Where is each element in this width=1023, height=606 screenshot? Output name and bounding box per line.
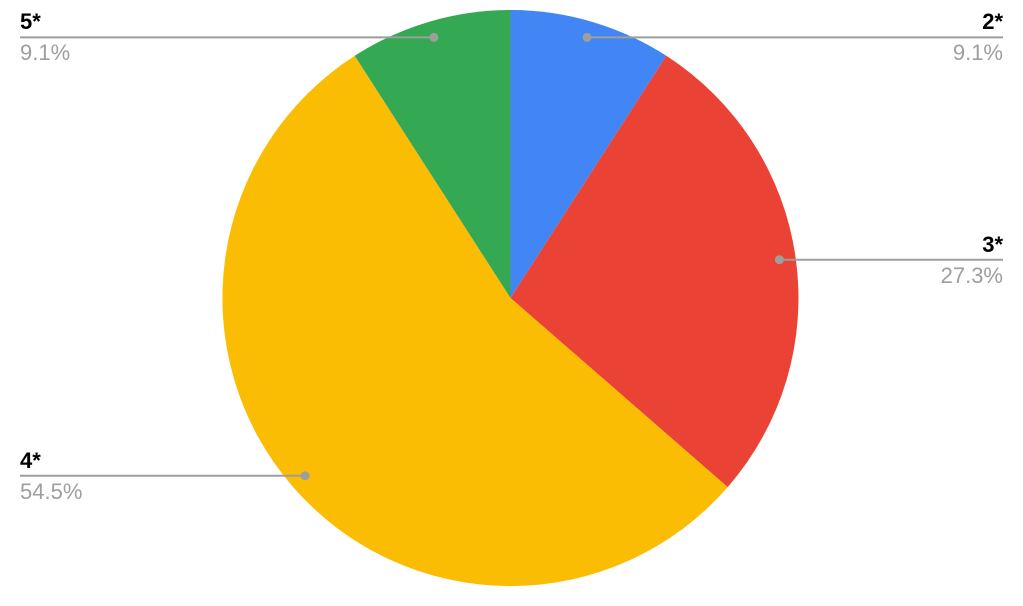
slice-category-label: 3*	[982, 231, 1003, 257]
leader-dot	[774, 255, 784, 265]
slice-category-label: 5*	[20, 9, 41, 35]
pie-slice-4star[interactable]	[222, 55, 728, 587]
leader-dot	[300, 471, 310, 481]
pie-slice-3star[interactable]	[510, 55, 799, 488]
pie-slice-2star[interactable]	[510, 10, 667, 298]
slice-percent-label: 54.5%	[20, 478, 83, 504]
slice-percent-label: 27.3%	[940, 262, 1003, 288]
pie-slice-5star[interactable]	[354, 10, 511, 298]
slice-percent-label: 9.1%	[952, 40, 1003, 66]
slice-category-label: 4*	[20, 447, 41, 473]
leader-dot	[429, 32, 439, 42]
slice-category-label: 2*	[982, 9, 1003, 35]
leader-dot	[582, 32, 592, 42]
slice-percent-label: 9.1%	[20, 40, 71, 66]
